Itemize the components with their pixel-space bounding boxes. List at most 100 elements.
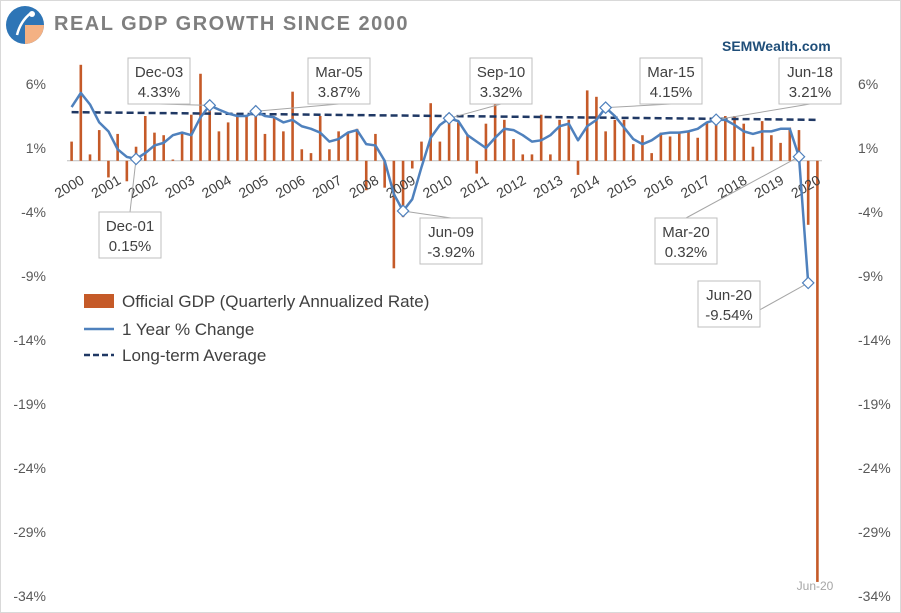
y-tick-label-left: 6% xyxy=(26,76,46,92)
y-tick-label-left: 1% xyxy=(26,140,46,156)
y-tick-label-left: -24% xyxy=(13,460,46,476)
annotation-date: Dec-01 xyxy=(106,218,154,235)
gdp-bar xyxy=(447,113,451,161)
gdp-bar xyxy=(309,153,313,161)
gdp-bar xyxy=(677,132,681,161)
annotation-value: 0.15% xyxy=(109,238,152,255)
annotation-value: 3.21% xyxy=(789,84,832,101)
annotation-value: 3.32% xyxy=(480,84,523,101)
gdp-bar xyxy=(162,135,165,161)
gdp-bar xyxy=(668,136,672,161)
annotation-box xyxy=(697,280,761,328)
annotation-marker xyxy=(599,101,613,115)
annotation-box xyxy=(98,211,162,259)
x-tick-label: 2015 xyxy=(604,172,639,202)
gdp-bar xyxy=(457,122,460,161)
gdp-bar xyxy=(816,160,819,582)
annotation-leader xyxy=(129,158,137,213)
x-tick-label: 2014 xyxy=(567,172,602,202)
one-year-change-line xyxy=(70,91,810,284)
gdp-bar xyxy=(622,119,626,161)
x-tick-label: 2003 xyxy=(162,172,197,202)
gdp-bar xyxy=(429,103,432,161)
legend-swatch-gdp xyxy=(84,294,114,308)
gdp-bar xyxy=(125,160,129,182)
x-tick-label: 2004 xyxy=(199,172,234,202)
y-tick-label-left: -9% xyxy=(21,268,46,284)
sem-logo-icon xyxy=(6,6,44,44)
annotation-value: 3.87% xyxy=(318,84,361,101)
y-tick-label-right: -29% xyxy=(858,524,891,540)
gdp-bar xyxy=(226,122,230,161)
annotation-box xyxy=(307,57,371,105)
gdp-bar xyxy=(189,114,193,161)
gdp-bar xyxy=(797,130,801,161)
annotation-date: Mar-20 xyxy=(662,224,710,241)
gdp-bar xyxy=(79,64,83,161)
y-tick-label-right: -24% xyxy=(858,460,891,476)
gdp-bar xyxy=(208,101,212,161)
gdp-bar xyxy=(171,159,175,161)
y-tick-label-right: -34% xyxy=(858,588,891,604)
gdp-bar xyxy=(539,114,543,161)
gdp-bar xyxy=(650,153,653,161)
gdp-bar xyxy=(788,127,792,161)
x-tick-label: 2005 xyxy=(236,172,271,202)
annotation-marker xyxy=(396,204,410,218)
y-tick-label-right: -4% xyxy=(858,204,883,220)
annotation-marker xyxy=(203,98,217,112)
annotation-marker xyxy=(249,104,263,118)
x-tick-label: 2017 xyxy=(678,172,713,202)
gdp-bar xyxy=(143,116,147,161)
long-term-average-line xyxy=(71,110,818,122)
annotation-box xyxy=(654,217,718,265)
x-tick-label: 2002 xyxy=(125,172,160,202)
annotation-leader xyxy=(448,103,502,119)
gdp-bar xyxy=(576,160,580,175)
gdp-bar xyxy=(355,128,359,161)
annotation-marker xyxy=(792,150,806,164)
gdp-bar xyxy=(180,133,184,161)
annotation-date: Jun-20 xyxy=(706,287,752,304)
gdp-bar xyxy=(272,117,276,161)
annotation-leader xyxy=(605,103,672,109)
gdp-bar xyxy=(604,131,607,161)
legend-label-gdp: Official GDP (Quarterly Annualized Rate) xyxy=(122,292,429,311)
x-tick-label: 2010 xyxy=(420,172,455,202)
legend-label-average: Long-term Average xyxy=(122,346,266,365)
gdp-bar xyxy=(567,119,571,161)
annotation-value: -3.92% xyxy=(427,244,475,261)
y-tick-label-left: -4% xyxy=(21,204,46,220)
annotation-leader xyxy=(716,103,811,121)
gdp-bar xyxy=(346,132,350,161)
gdp-bar xyxy=(687,131,690,161)
annotation-date: Sep-10 xyxy=(477,64,525,81)
gdp-bar xyxy=(760,121,764,161)
x-tick-label: 2016 xyxy=(641,172,676,202)
annotation-date: Jun-09 xyxy=(428,224,474,241)
annotation-marker xyxy=(442,111,456,125)
annotation-value: 0.32% xyxy=(665,244,708,261)
y-tick-label-left: -14% xyxy=(13,332,46,348)
x-tick-label: 2001 xyxy=(88,172,123,202)
gdp-bar xyxy=(659,132,663,161)
gdp-bar xyxy=(466,135,469,161)
gdp-bar xyxy=(263,133,267,161)
gdp-bar xyxy=(318,116,322,161)
gdp-bar xyxy=(484,123,488,161)
x-tick-label: 2008 xyxy=(346,172,381,202)
annotation-box xyxy=(469,57,533,105)
gdp-bar xyxy=(291,91,294,161)
x-tick-label: 2011 xyxy=(457,172,491,201)
gdp-bar xyxy=(364,160,368,191)
gdp-bar xyxy=(530,154,534,161)
annotation-value: 4.33% xyxy=(138,84,181,101)
y-tick-label-left: -34% xyxy=(13,588,46,604)
annotation-box xyxy=(127,57,191,105)
annotation-box xyxy=(639,57,703,105)
gdp-bar xyxy=(282,131,285,161)
y-tick-label-right: 6% xyxy=(858,76,878,92)
annotation-date: Jun-18 xyxy=(787,64,833,81)
